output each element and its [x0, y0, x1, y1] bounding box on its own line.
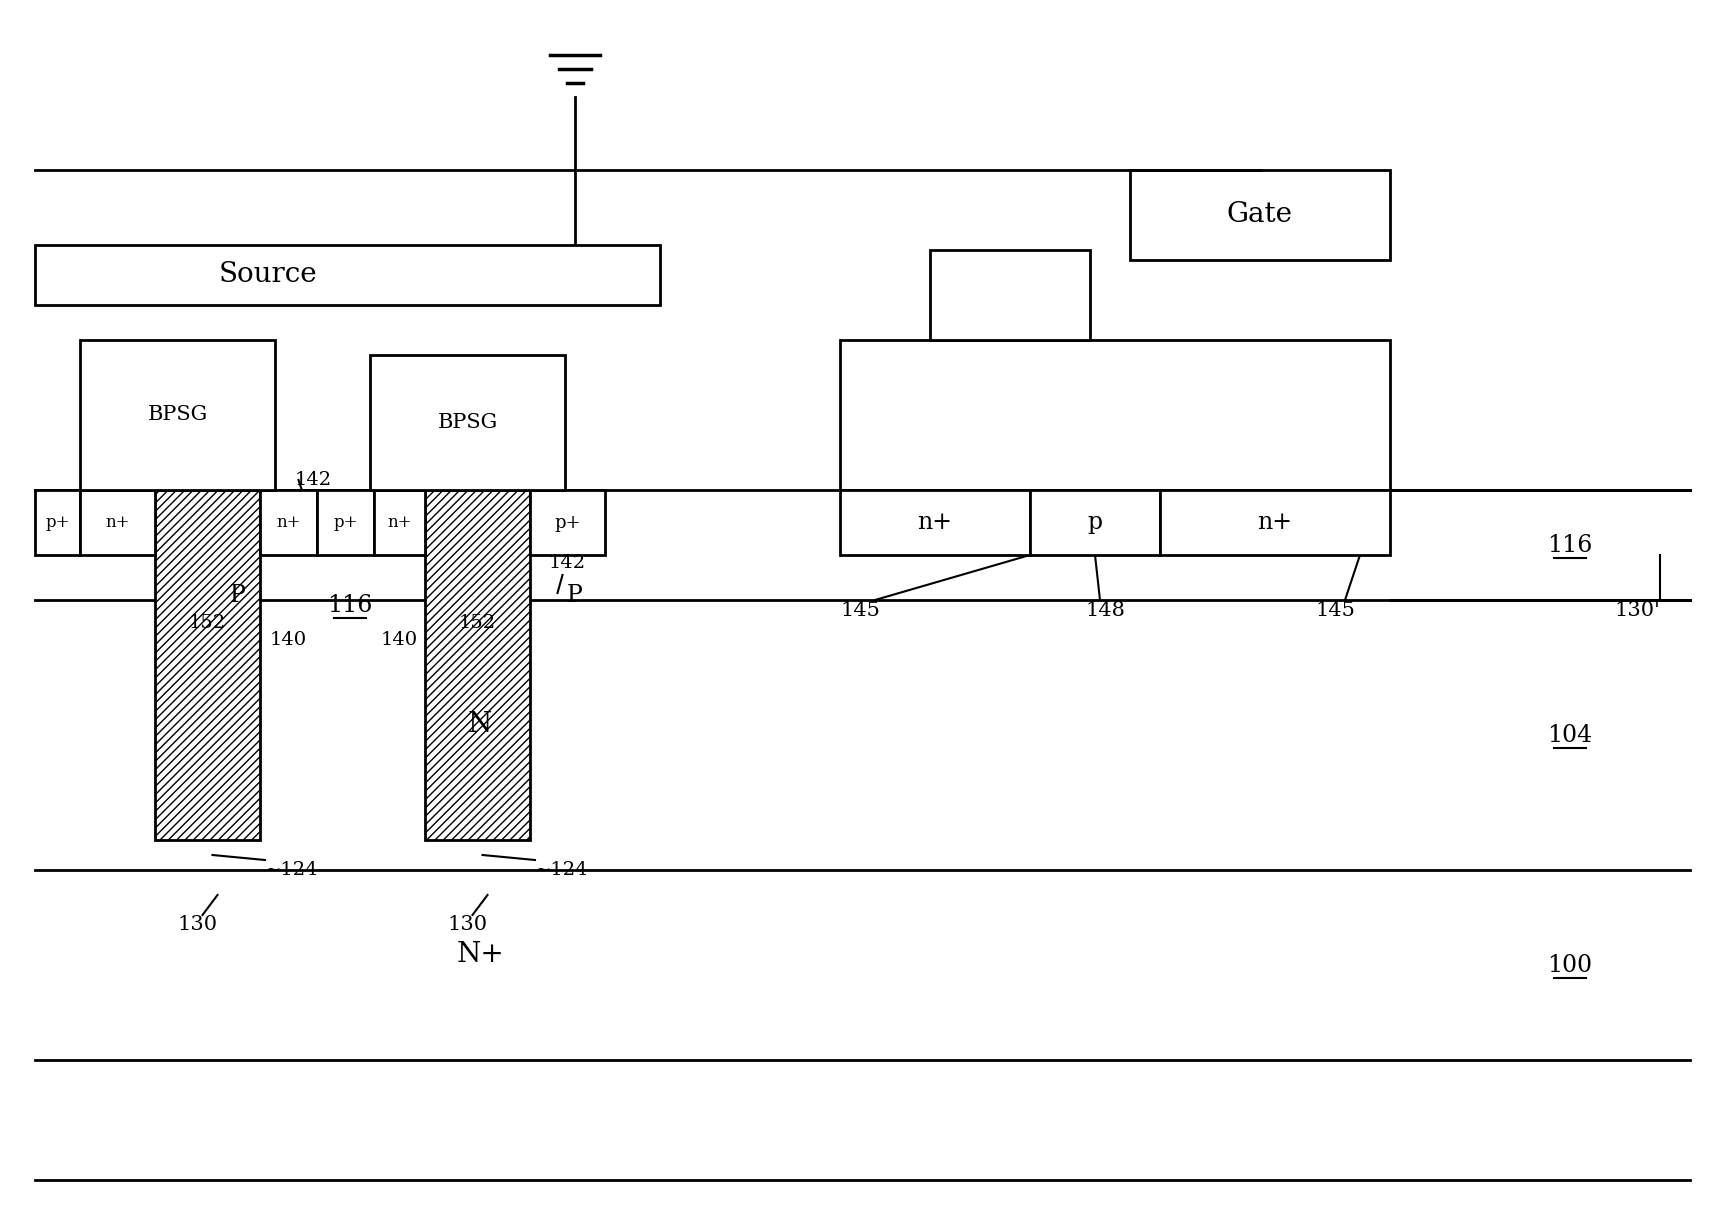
Text: 100: 100: [1547, 954, 1593, 976]
Text: 148: 148: [1085, 601, 1124, 619]
Text: 140: 140: [270, 632, 306, 649]
Text: P: P: [567, 583, 583, 607]
Bar: [1130, 170, 1389, 260]
Bar: [1029, 490, 1161, 555]
Bar: [529, 490, 606, 555]
Text: 145: 145: [1315, 601, 1355, 619]
Text: 130: 130: [178, 916, 218, 934]
Bar: [35, 490, 80, 555]
Text: 130': 130': [1614, 601, 1661, 619]
Text: 142: 142: [294, 471, 332, 489]
Bar: [80, 490, 156, 555]
Bar: [35, 245, 661, 305]
Bar: [370, 355, 566, 490]
Text: BPSG: BPSG: [147, 405, 208, 425]
Text: Gate: Gate: [1227, 202, 1292, 229]
Text: ~124: ~124: [535, 860, 588, 879]
Text: n+: n+: [1258, 511, 1292, 534]
Text: 140: 140: [381, 632, 419, 649]
Text: n+: n+: [277, 515, 301, 531]
Text: n+: n+: [917, 511, 953, 534]
Text: n+: n+: [388, 515, 412, 531]
Text: 116: 116: [327, 593, 372, 617]
Text: N+: N+: [457, 942, 503, 969]
Bar: [841, 340, 1389, 490]
Text: Source: Source: [218, 261, 317, 288]
Text: p: p: [1088, 511, 1102, 534]
Text: 145: 145: [841, 601, 881, 619]
Text: 152: 152: [458, 614, 497, 632]
Text: n+: n+: [106, 515, 130, 531]
Bar: [317, 490, 374, 555]
Text: p+: p+: [334, 515, 358, 531]
Text: N: N: [467, 712, 493, 739]
Text: P: P: [230, 583, 246, 607]
Bar: [80, 340, 275, 490]
Bar: [374, 490, 426, 555]
Bar: [841, 490, 1029, 555]
Bar: [931, 250, 1090, 340]
Bar: [260, 490, 317, 555]
Text: 104: 104: [1547, 724, 1593, 746]
Text: 130: 130: [448, 916, 488, 934]
Text: 152: 152: [189, 614, 227, 632]
Bar: [156, 490, 260, 840]
Bar: [1161, 490, 1389, 555]
Text: 116: 116: [1547, 533, 1593, 556]
Text: 142: 142: [548, 554, 586, 572]
Bar: [426, 490, 529, 840]
Text: p+: p+: [45, 515, 69, 531]
Text: p+: p+: [554, 513, 581, 532]
Text: BPSG: BPSG: [438, 412, 498, 432]
Text: ~124: ~124: [265, 860, 318, 879]
